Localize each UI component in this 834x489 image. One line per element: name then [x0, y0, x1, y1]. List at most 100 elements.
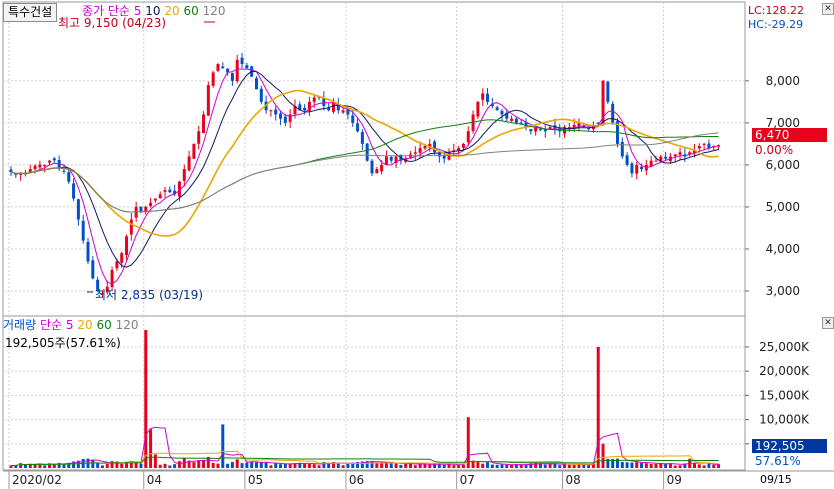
volume-bar: [596, 346, 600, 468]
volume-bar: [226, 463, 230, 468]
volume-bar: [601, 443, 605, 468]
candle-body: [168, 189, 172, 193]
candle-body: [384, 156, 388, 165]
candle-body: [635, 164, 639, 174]
volume-ma60-line: [10, 456, 719, 466]
volume-bar: [534, 462, 538, 468]
candle-body: [693, 150, 696, 153]
volume-bar: [134, 461, 138, 468]
volume-bar: [48, 463, 51, 468]
candle-body: [688, 152, 692, 155]
volume-bar: [384, 462, 388, 468]
volume-bar: [283, 464, 287, 468]
volume-bar: [457, 465, 461, 468]
volume-bar: [481, 463, 485, 468]
legend-label: 종가 단순: [82, 4, 130, 18]
low-annotation: 최저 2,835 (03/19): [95, 288, 204, 302]
volume-bar: [202, 460, 206, 468]
volume-bar: [654, 463, 658, 468]
ma20-line: [10, 89, 719, 237]
price-panel-close-icon[interactable]: ✕: [822, 3, 834, 15]
candle-body: [259, 88, 263, 102]
volume-bar: [567, 464, 571, 468]
candle-body: [33, 165, 37, 170]
candle-body: [380, 164, 384, 172]
volume-bar: [76, 460, 80, 468]
volume-bar: [673, 465, 677, 468]
volume-bar: [23, 464, 27, 468]
volume-bar: [346, 463, 350, 468]
time-tick-label: 05: [248, 473, 263, 487]
volume-bar: [380, 462, 384, 468]
candle-body: [134, 206, 138, 218]
volume-bar: [28, 464, 32, 468]
candle-body: [153, 198, 157, 201]
candle-body: [158, 194, 162, 199]
volume-tick-label: 25,000K: [759, 340, 810, 354]
volume-bar: [139, 463, 143, 468]
candle-body: [105, 286, 109, 293]
legend-ma20: 20: [164, 4, 180, 18]
candle-body: [57, 160, 61, 170]
price-legend: 종가 단순 5 10 20 60 120: [82, 3, 226, 20]
candle-body: [28, 169, 32, 174]
volume-legend-label: 거래량: [3, 318, 37, 332]
volume-bar: [43, 465, 47, 468]
candle-body: [413, 152, 417, 154]
ma10-line: [10, 70, 719, 268]
volume-bar: [644, 463, 648, 468]
legend-ma60: 60: [183, 4, 199, 18]
time-tick-label: 09: [667, 473, 682, 487]
time-tick-label: 06: [349, 473, 364, 487]
stock-name-box[interactable]: 특수건설: [3, 3, 58, 22]
candle-body: [524, 122, 528, 128]
volume-bar: [279, 464, 283, 468]
price-plot-frame: [2, 1, 746, 317]
volume-bar: [649, 464, 653, 468]
lc-label: LC:128.22: [748, 4, 805, 17]
candle-body: [202, 114, 206, 134]
volume-bar: [163, 463, 167, 468]
candle-body: [336, 104, 340, 111]
volume-bar: [197, 460, 201, 468]
candle-body: [254, 78, 258, 90]
ma5-line: [10, 68, 719, 285]
candle-body: [659, 156, 663, 162]
candle-body: [510, 118, 514, 121]
volume-tick-label: 10,000K: [759, 413, 810, 427]
volume-bar: [490, 464, 494, 468]
candle-body: [91, 260, 95, 279]
volume-bar: [250, 461, 254, 468]
volume-bar: [9, 465, 13, 468]
candle-body: [240, 57, 244, 65]
candle-body: [519, 122, 523, 124]
candle-body: [577, 122, 581, 127]
candle-body: [67, 172, 71, 182]
volume-bar: [370, 460, 374, 468]
candle-body: [206, 85, 210, 116]
volume-bar: [640, 462, 644, 468]
candle-body: [72, 183, 76, 199]
time-tick-label: 07: [460, 473, 475, 487]
candle-body: [596, 122, 600, 124]
volume-bar: [625, 462, 629, 468]
volume-bar: [553, 463, 557, 468]
current-price-badge: 6,470: [752, 128, 827, 142]
time-tick-label: 04: [147, 473, 162, 487]
candle-body: [476, 101, 480, 117]
candle-body: [630, 163, 634, 174]
volume-panel-close-icon[interactable]: ✕: [822, 317, 834, 329]
volume-bar: [274, 463, 278, 468]
volume-bar: [144, 330, 148, 468]
price-tick-label: 3,000: [766, 284, 800, 298]
volume-bar: [702, 465, 706, 468]
candle-body: [433, 141, 437, 153]
volume-bar: [100, 465, 104, 468]
volume-bar: [563, 462, 567, 468]
volume-bar: [572, 464, 576, 468]
volume-bar: [437, 464, 441, 468]
candle-body: [620, 141, 624, 157]
candle-body: [100, 293, 104, 295]
volume-bar: [375, 463, 379, 468]
